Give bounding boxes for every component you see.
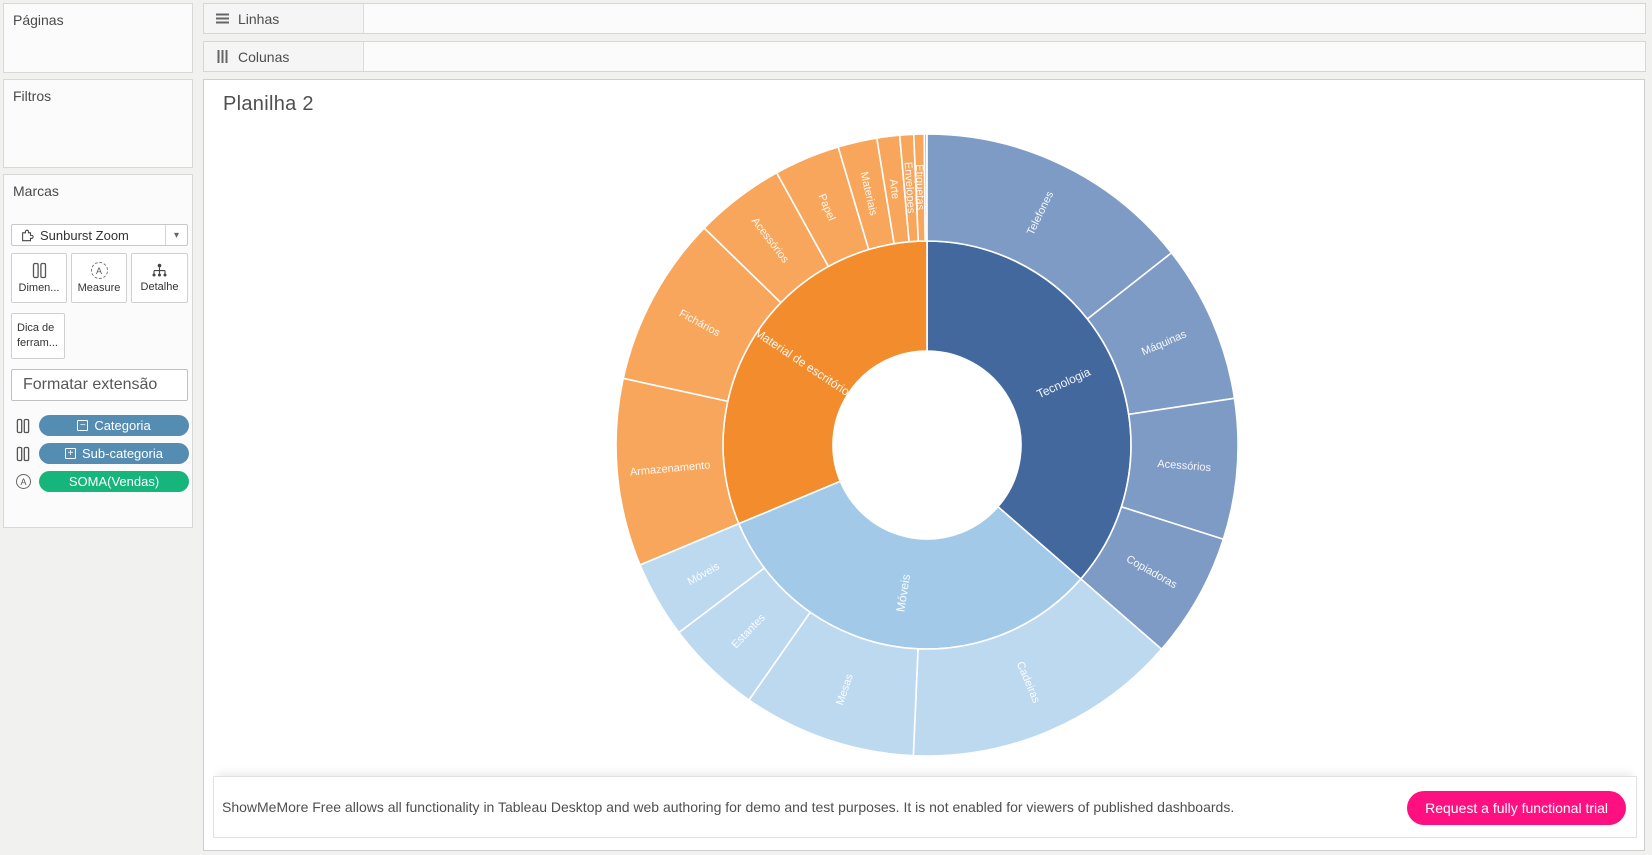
pill-label: SOMA(Vendas) — [68, 474, 160, 489]
sunburst-chart[interactable]: TecnologiaTelefonesMáquinasAcessóriosCop… — [204, 80, 1646, 774]
dimension-icon — [16, 446, 30, 462]
mark-type-label: Sunburst Zoom — [40, 227, 129, 243]
columns-icon — [216, 50, 229, 63]
pill-label: Categoria — [94, 418, 151, 433]
filters-shelf[interactable]: Filtros — [3, 79, 193, 168]
segment-label: Móveis — [893, 573, 913, 613]
pill-categoria[interactable]: − Categoria — [39, 415, 189, 436]
pages-shelf[interactable]: Páginas — [3, 3, 193, 73]
marks-card: Marcas Sunburst Zoom ▾ Dimen... A Measur… — [3, 174, 193, 528]
collapse-box-icon[interactable]: − — [77, 420, 89, 431]
columns-shelf-drop-area[interactable] — [363, 42, 1645, 71]
rows-shelf-drop-area[interactable] — [363, 4, 1645, 33]
extension-icon — [20, 228, 34, 242]
segment-label: Arte — [887, 178, 901, 200]
rows-shelf-label: Linhas — [238, 10, 280, 27]
pill-sub-categoria[interactable]: + Sub-categoria — [39, 443, 189, 464]
pages-shelf-title: Páginas — [13, 12, 64, 28]
rows-icon — [216, 12, 229, 25]
segment-label: Etiquetas — [913, 164, 926, 211]
rows-shelf-label-area: Linhas — [204, 4, 363, 33]
marks-button-label: Measure — [77, 282, 121, 294]
marks-button-label: Dimen... — [18, 282, 60, 294]
mark-type-dropdown[interactable]: Sunburst Zoom ▾ — [11, 224, 188, 246]
marks-button-measure[interactable]: A Measure — [71, 253, 127, 303]
dimension-icon — [32, 262, 47, 279]
segment-label: Envelopes — [902, 162, 917, 215]
marks-card-title: Marcas — [13, 183, 59, 199]
measure-icon: A — [90, 262, 108, 279]
trial-banner-message: ShowMeMore Free allows all functionality… — [222, 799, 1235, 815]
request-trial-button[interactable]: Request a fully functional trial — [1407, 791, 1626, 825]
chevron-down-icon[interactable]: ▾ — [165, 225, 187, 245]
pill-soma-vendas[interactable]: SOMA(Vendas) — [39, 471, 189, 492]
pill-label: Sub-categoria — [82, 446, 163, 461]
marks-button-dimension[interactable]: Dimen... — [11, 253, 67, 303]
detail-icon — [151, 263, 168, 278]
expand-box-icon[interactable]: + — [65, 448, 77, 459]
pill-row: + Sub-categoria — [4, 443, 194, 465]
pill-row: A SOMA(Vendas) — [4, 471, 194, 493]
trial-banner: ShowMeMore Free allows all functionality… — [213, 776, 1637, 838]
format-extension-input[interactable] — [11, 369, 188, 401]
columns-shelf[interactable]: Colunas — [203, 41, 1646, 72]
pill-row: − Categoria — [4, 415, 194, 437]
filters-shelf-title: Filtros — [13, 88, 52, 104]
dimension-icon — [16, 418, 30, 434]
subcategory-segment[interactable] — [923, 133, 928, 242]
marks-button-detail[interactable]: Detalhe — [131, 253, 188, 303]
measure-a-icon: A — [16, 474, 31, 489]
segment-label: Acessórios — [1157, 458, 1212, 474]
rows-shelf[interactable]: Linhas — [203, 3, 1646, 34]
worksheet-view: Planilha 2 Tecnologia Telefones Máquinas Ac… — [203, 79, 1645, 851]
sheet-title: Planilha 2 — [223, 93, 314, 115]
columns-shelf-label: Colunas — [238, 48, 290, 65]
columns-shelf-label-area: Colunas — [204, 42, 363, 71]
marks-button-tooltip[interactable]: Dica de ferram... — [11, 313, 65, 359]
marks-button-label: Detalhe — [140, 281, 179, 293]
